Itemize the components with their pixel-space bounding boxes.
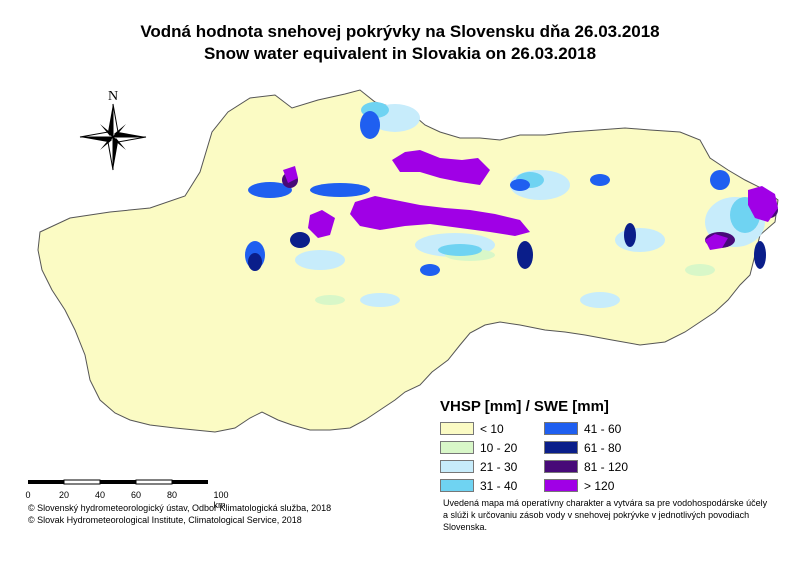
- legend-item: 21 - 30: [440, 459, 540, 474]
- disclaimer-note: Uvedená mapa má operatívny charakter a v…: [443, 498, 768, 532]
- legend-label: 81 - 120: [584, 459, 629, 474]
- legend-item: 10 - 20: [440, 440, 540, 455]
- legend-swatch: [544, 441, 578, 454]
- scale-tick-label: 80: [166, 490, 178, 500]
- legend-label: 21 - 30: [480, 459, 518, 474]
- legend-item: 41 - 60: [544, 421, 644, 436]
- legend-label: 61 - 80: [584, 440, 622, 455]
- swe-class-31-40: [361, 102, 760, 256]
- legend-swatch: [544, 460, 578, 473]
- scale-tick-label: 60: [130, 490, 142, 500]
- legend-swatch: [440, 422, 474, 435]
- legend-swatch: [544, 479, 578, 492]
- legend-swatch: [440, 441, 474, 454]
- scale-tick-label: 100 km: [213, 490, 229, 510]
- legend-label: 10 - 20: [480, 440, 518, 455]
- swe-class-41-60: [245, 111, 730, 276]
- legend: VHSP [mm] / SWE [mm] < 10 41 - 60 10 - 2…: [440, 398, 700, 493]
- legend-swatch: [544, 422, 578, 435]
- credit-line-en: © Slovak Hydrometeorological Institute, …: [28, 515, 302, 525]
- credits: © Slovenský hydrometeorologický ústav, O…: [28, 502, 331, 526]
- legend-label: < 10: [480, 421, 504, 436]
- map-title-sk: Vodná hodnota snehovej pokrývky na Slove…: [140, 22, 660, 41]
- legend-label: 31 - 40: [480, 478, 518, 493]
- credit-line-sk: © Slovenský hydrometeorologický ústav, O…: [28, 503, 332, 513]
- swe-class-over-120: [283, 150, 778, 250]
- map-title-en: Snow water equivalent in Slovakia on 26.…: [203, 44, 597, 63]
- legend-item: < 10: [440, 421, 540, 436]
- scale-tick-label: 40: [94, 490, 106, 500]
- legend-item: 31 - 40: [440, 478, 540, 493]
- legend-item: > 120: [544, 478, 644, 493]
- legend-item: 81 - 120: [544, 459, 644, 474]
- legend-label: > 120: [584, 478, 615, 493]
- scale-bar: [28, 479, 208, 485]
- north-label: N: [108, 89, 119, 104]
- legend-swatch: [440, 460, 474, 473]
- north-arrow-icon: [79, 103, 147, 171]
- slovakia-outline: [37, 89, 779, 433]
- scale-tick-label: 20: [58, 490, 70, 500]
- scale-tick-label: 0: [25, 490, 31, 500]
- scale-bar-labels: 0 20 40 60 80 100 km: [25, 478, 228, 510]
- legend-item: 61 - 80: [544, 440, 644, 455]
- legend-swatch: [440, 479, 474, 492]
- legend-title: VHSP [mm] / SWE [mm]: [440, 398, 609, 415]
- legend-label: 41 - 60: [584, 421, 622, 436]
- swe-class-61-80: [248, 223, 766, 271]
